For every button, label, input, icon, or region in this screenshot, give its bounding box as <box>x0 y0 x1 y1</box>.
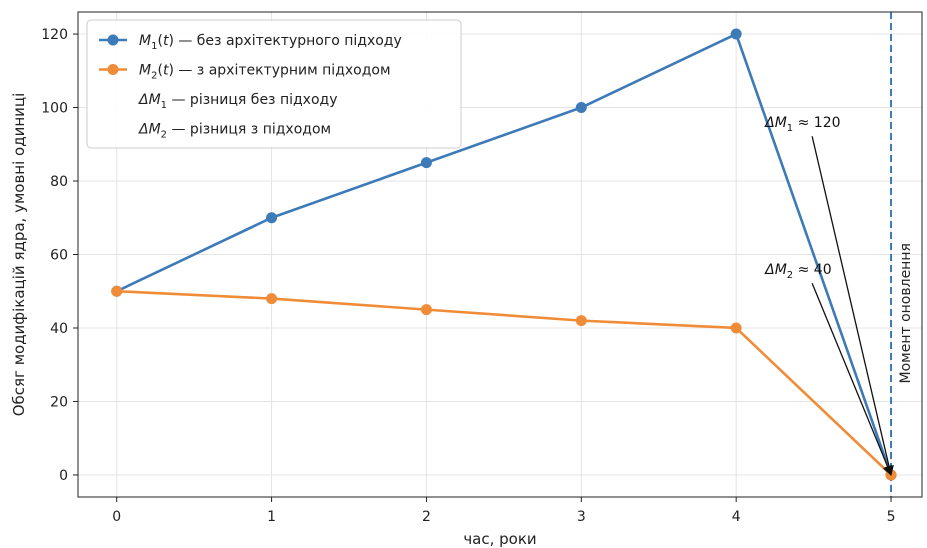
y-tick-label: 20 <box>50 394 68 410</box>
legend-entry: M2(t) — з архітектурним підходом <box>139 63 391 82</box>
x-tick-label: 1 <box>267 509 276 525</box>
annotation-arrow-m1 <box>811 136 894 476</box>
annotation-arrow-m2 <box>811 282 893 476</box>
data-point-m2 <box>575 315 587 327</box>
y-tick-label: 100 <box>41 101 68 117</box>
update-moment-layer: Момент оновлення <box>890 12 914 497</box>
x-tick-label: 5 <box>887 509 896 525</box>
update-moment-label: Момент оновлення <box>898 243 914 383</box>
data-point-m1 <box>266 212 278 224</box>
series-line-m1 <box>116 32 893 476</box>
data-point-m2 <box>420 304 432 316</box>
legend-entry: ΔM2 — різниця з підходом <box>138 122 331 141</box>
y-tick-label: 40 <box>50 321 68 337</box>
data-point-m2 <box>266 293 278 305</box>
legend-box <box>86 19 462 149</box>
legend-entry: M1(t) — без архітектурного підходу <box>139 33 402 52</box>
y-tick-label: 120 <box>41 27 68 43</box>
x-tick-label: 3 <box>577 509 586 525</box>
x-tick-label: 2 <box>422 509 431 525</box>
y-tick-label: 0 <box>59 468 68 484</box>
data-point-m2 <box>730 322 742 334</box>
legend-marker-swatch <box>107 64 119 75</box>
axis-ticks: 0 1 2 3 4 5 0 20 40 60 80 100 120 <box>41 27 895 525</box>
series-layer <box>111 28 897 481</box>
data-point-m1 <box>730 28 742 40</box>
legend-entry: ΔM1 — різниця без підходу <box>138 92 338 111</box>
data-point-m1 <box>420 157 432 169</box>
y-tick-label: 60 <box>50 248 68 264</box>
y-axis-label: Обсяг модифікацій ядра, умовні одиниці <box>10 93 28 417</box>
data-point-m2 <box>111 285 123 297</box>
x-axis-label: час, роки <box>463 530 536 548</box>
annotation-layer: ΔM1 ≈ 120 ΔM2 ≈ 40 <box>764 115 894 476</box>
annotation-delta-m1: ΔM1 ≈ 120 <box>764 115 840 134</box>
y-tick-label: 80 <box>50 174 68 190</box>
x-tick-label: 4 <box>732 509 741 525</box>
x-tick-label: 0 <box>112 509 121 525</box>
legend: M1(t) — без архітектурного підходу M2(t) … <box>86 19 462 149</box>
annotation-delta-m2: ΔM2 ≈ 40 <box>764 262 831 281</box>
series-line-m2 <box>116 289 892 476</box>
data-point-m1 <box>575 102 587 114</box>
legend-marker-swatch <box>107 34 119 46</box>
